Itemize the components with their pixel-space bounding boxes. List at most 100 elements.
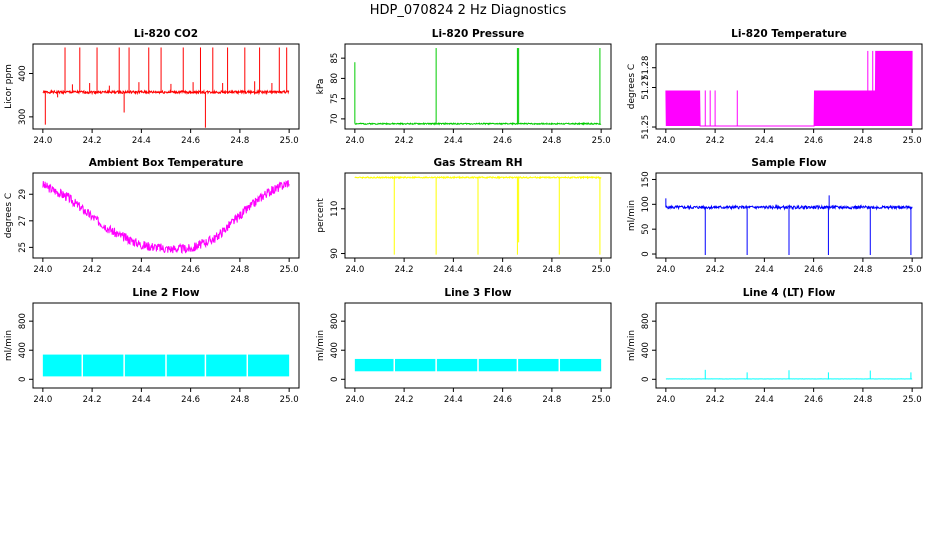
y-axis-label: kPa — [316, 79, 326, 95]
y-axis-label: ml/min — [316, 330, 326, 361]
data-series — [42, 354, 290, 377]
chart-panel: Sample Flow ml/min 24.0 24.2 24.4 24.6 24.8 25.… — [627, 157, 923, 275]
series-band — [478, 358, 517, 372]
x-tick-label: 24.6 — [493, 265, 512, 275]
x-tick-label: 24.8 — [230, 395, 249, 405]
series-band — [82, 354, 124, 377]
x-tick-label: 24.8 — [853, 265, 872, 275]
y-tick-label: 80 — [330, 73, 340, 84]
x-tick-label: 25.0 — [903, 265, 922, 275]
y-tick-label: 29 — [18, 189, 28, 200]
x-tick-label: 24.2 — [395, 395, 414, 405]
y-tick-label: 400 — [18, 342, 28, 358]
x-tick-label: 24.8 — [853, 136, 872, 146]
y-tick-label: 90 — [330, 248, 340, 259]
x-tick-label: 24.4 — [755, 136, 774, 146]
y-tick-label: 400 — [641, 342, 651, 358]
chart-panel: Line 3 Flow ml/min 24.0 24.2 24.4 24.6 24.8 25.… — [316, 287, 612, 405]
plot-frame — [655, 302, 923, 389]
series-line — [354, 175, 602, 180]
data-series — [665, 195, 913, 256]
y-tick-label: 51.25 — [641, 115, 651, 139]
chart-panel: Li-820 Pressure kPa 24.0 24.2 24.4 24.6 24.8 25… — [316, 28, 612, 146]
data-series — [42, 180, 290, 254]
x-tick-label: 25.0 — [592, 136, 611, 146]
chart-panel: Li-820 CO2 Licor ppm 24.0 24.2 24.4 24.6 24.8 2… — [4, 28, 300, 146]
x-tick-label: 24.0 — [345, 136, 364, 146]
x-tick-label: 24.6 — [181, 136, 200, 146]
x-tick-label: 24.6 — [804, 395, 823, 405]
data-series — [354, 48, 602, 126]
x-tick-label: 25.0 — [280, 136, 299, 146]
x-tick-label: 24.4 — [755, 265, 774, 275]
plot-frame — [344, 302, 612, 389]
y-tick-label: 27 — [18, 215, 28, 226]
data-series — [665, 369, 913, 380]
x-tick-label: 24.6 — [181, 395, 200, 405]
x-tick-label: 24.2 — [83, 395, 102, 405]
y-tick-label: 800 — [18, 313, 28, 329]
x-tick-label: 24.6 — [804, 265, 823, 275]
x-tick-label: 25.0 — [280, 265, 299, 275]
x-tick-label: 24.4 — [444, 136, 463, 146]
x-tick-label: 24.8 — [853, 395, 872, 405]
series-line — [665, 203, 913, 211]
x-tick-label: 24.8 — [230, 265, 249, 275]
y-tick-label: 0 — [641, 251, 651, 256]
series-band — [124, 354, 166, 377]
x-tick-label: 24.0 — [656, 265, 675, 275]
series-band — [518, 358, 559, 372]
y-tick-label: 51.28 — [641, 56, 651, 80]
y-tick-label: 800 — [641, 313, 651, 329]
x-tick-label: 24.6 — [493, 395, 512, 405]
x-tick-label: 24.0 — [33, 136, 52, 146]
y-tick-label: 400 — [18, 65, 28, 81]
x-tick-label: 25.0 — [903, 395, 922, 405]
x-tick-label: 25.0 — [592, 395, 611, 405]
x-tick-label: 24.2 — [395, 265, 414, 275]
series-band — [436, 358, 478, 372]
series-band — [394, 358, 436, 372]
x-tick-label: 24.0 — [345, 265, 364, 275]
y-axis-label: degrees C — [4, 193, 14, 238]
x-tick-label: 24.2 — [395, 136, 414, 146]
x-tick-label: 24.8 — [542, 136, 561, 146]
x-tick-label: 24.2 — [706, 265, 725, 275]
y-tick-label: 400 — [330, 342, 340, 358]
x-tick-label: 24.6 — [804, 136, 823, 146]
chart-panel: Line 2 Flow ml/min 24.0 24.2 24.4 24.6 24.8 25.… — [4, 287, 300, 405]
plot-frame — [344, 172, 612, 259]
panels-grid: Li-820 CO2 Licor ppm 24.0 24.2 24.4 24.6 24.8 2… — [4, 28, 923, 405]
chart-title: Sample Flow — [751, 157, 826, 169]
chart-title: Ambient Box Temperature — [89, 157, 244, 169]
y-tick-label: 70 — [330, 113, 340, 124]
y-axis-label: percent — [316, 198, 326, 233]
x-tick-label: 24.0 — [656, 136, 675, 146]
x-tick-label: 24.0 — [33, 265, 52, 275]
x-tick-label: 24.2 — [83, 265, 102, 275]
y-tick-label: 0 — [330, 377, 340, 382]
plot-frame — [32, 43, 300, 130]
y-axis-label: ml/min — [627, 330, 637, 361]
x-tick-label: 24.4 — [444, 395, 463, 405]
y-tick-label: 25 — [18, 242, 28, 253]
series-line — [354, 121, 602, 126]
data-series — [42, 47, 290, 128]
series-band — [248, 354, 290, 377]
series-line — [42, 89, 290, 96]
x-tick-label: 24.4 — [132, 136, 151, 146]
y-axis-label: ml/min — [4, 330, 14, 361]
y-axis-label: degrees C — [627, 64, 637, 109]
chart-title: Li-820 Pressure — [432, 28, 525, 40]
chart-title: Gas Stream RH — [433, 157, 522, 169]
series-band — [354, 358, 394, 372]
plot-frame — [655, 172, 923, 259]
plot-frame — [655, 43, 923, 130]
plot-frame — [32, 302, 300, 389]
x-tick-label: 24.2 — [83, 136, 102, 146]
y-tick-label: 150 — [641, 171, 651, 187]
x-tick-label: 24.4 — [132, 265, 151, 275]
chart-title: Line 4 (LT) Flow — [743, 287, 836, 299]
x-tick-label: 24.8 — [542, 395, 561, 405]
